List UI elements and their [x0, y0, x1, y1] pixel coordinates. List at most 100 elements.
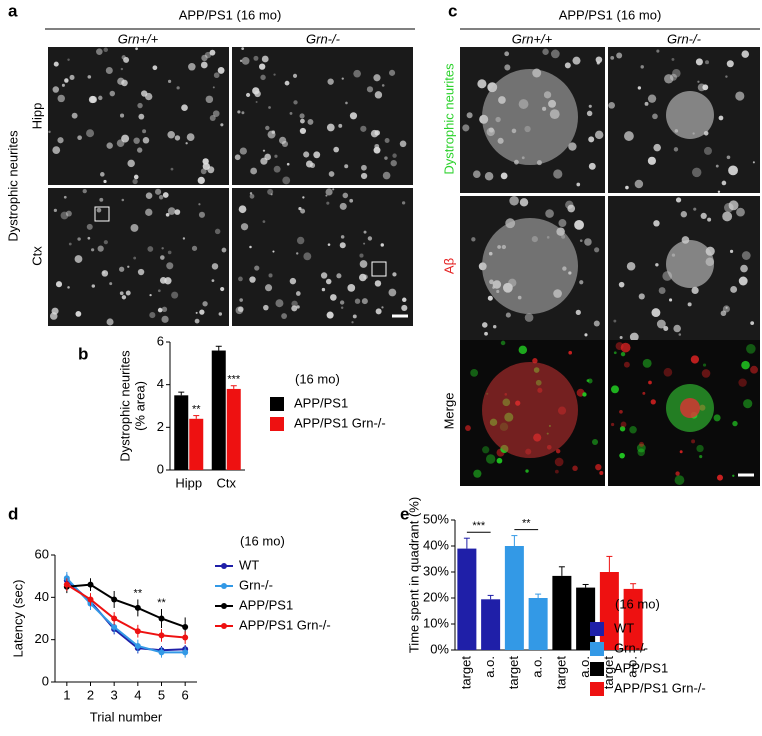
spot: [91, 248, 95, 252]
spot: [160, 255, 165, 260]
spot: [691, 286, 699, 295]
spot: [249, 193, 255, 199]
spot: [145, 92, 153, 101]
spot: [363, 230, 367, 234]
spot: [608, 101, 616, 109]
spot: [625, 185, 629, 190]
spot: [321, 287, 326, 292]
spot: [610, 422, 615, 427]
spot: [695, 58, 703, 66]
point: [134, 643, 141, 650]
spot: [241, 57, 250, 65]
spot: [619, 409, 623, 414]
spot: [205, 95, 214, 104]
spot: [680, 211, 688, 218]
spot: [91, 284, 96, 288]
spot: [99, 197, 104, 202]
spot: [500, 172, 508, 180]
spot: [349, 198, 354, 203]
spot: [96, 207, 102, 213]
spot: [519, 198, 529, 207]
spot: [504, 51, 510, 57]
significance: **: [192, 404, 201, 416]
legend-title: (16 mo): [240, 533, 285, 548]
spot: [673, 324, 681, 333]
spot: [186, 133, 195, 141]
column-label: Grn-/-: [306, 31, 341, 46]
legend-label: Grn-/-: [614, 640, 648, 655]
spot: [326, 201, 330, 205]
spot: [679, 450, 683, 454]
spot: [361, 164, 367, 171]
x-tick-label: 4: [134, 687, 141, 702]
spot: [647, 156, 657, 165]
spot: [57, 94, 65, 103]
spot: [220, 286, 225, 292]
spot: [67, 58, 70, 61]
spot: [509, 196, 519, 206]
spot: [613, 351, 617, 355]
spot: [264, 284, 273, 292]
spot: [644, 101, 649, 106]
spot: [638, 293, 645, 300]
spot: [274, 154, 278, 158]
spot: [715, 164, 719, 168]
spot: [582, 392, 587, 397]
spot: [545, 209, 554, 218]
spot: [289, 111, 293, 115]
spot: [293, 100, 298, 105]
spot: [728, 200, 739, 211]
bar: [211, 350, 226, 470]
panel-letter: d: [8, 504, 18, 523]
spot: [176, 86, 180, 90]
spot: [572, 465, 578, 472]
spot: [313, 151, 321, 159]
spot: [663, 367, 673, 377]
spot: [201, 54, 208, 62]
spot: [518, 345, 528, 355]
spot: [367, 236, 373, 241]
bar: [599, 572, 619, 650]
spot: [170, 167, 174, 171]
spot: [703, 146, 712, 155]
spot: [250, 167, 258, 175]
spot: [655, 263, 659, 267]
panel-letter: a: [8, 1, 18, 20]
spot: [49, 312, 58, 320]
spot: [121, 198, 125, 202]
spot: [384, 138, 390, 144]
spot: [237, 306, 244, 313]
legend-label: APP/PS1 Grn-/-: [239, 617, 331, 632]
x-axis-label: Trial number: [90, 709, 163, 724]
spot: [338, 123, 343, 128]
spot: [142, 136, 150, 144]
legend-label: Grn-/-: [239, 577, 273, 592]
point: [134, 628, 141, 635]
spot: [740, 264, 748, 273]
spot: [374, 280, 382, 287]
spot: [750, 365, 758, 374]
spot: [117, 77, 125, 85]
spot: [197, 176, 205, 185]
bar: [623, 588, 643, 650]
spot: [67, 286, 70, 289]
spot: [238, 205, 247, 214]
x-tick-label: 5: [158, 687, 165, 702]
spot: [200, 61, 208, 69]
spot: [162, 192, 169, 198]
spot: [352, 314, 357, 319]
spot: [558, 219, 567, 228]
bar: [528, 598, 548, 650]
spot: [674, 475, 685, 485]
spot: [717, 190, 721, 193]
spot: [360, 172, 368, 180]
spot: [86, 129, 95, 138]
spot: [653, 220, 660, 227]
spot: [195, 311, 198, 314]
spot: [202, 301, 208, 307]
spot: [594, 247, 600, 253]
roi-box: [94, 206, 110, 222]
x-tick-label: target: [601, 656, 616, 690]
spot: [707, 217, 712, 222]
spot: [239, 59, 243, 63]
